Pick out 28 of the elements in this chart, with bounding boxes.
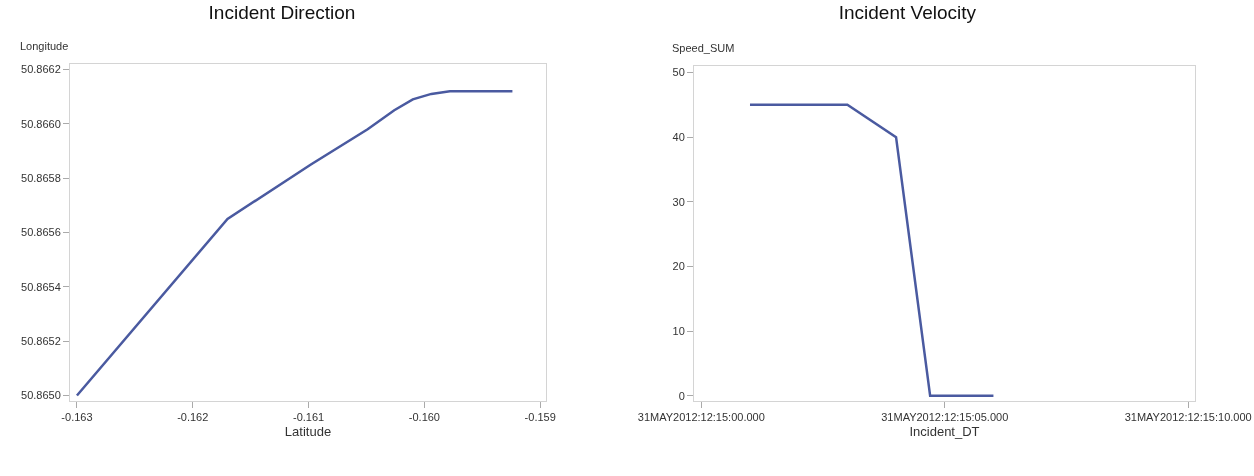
x-tick-label: -0.160	[408, 411, 440, 424]
y-tick-label: 50.8654	[21, 280, 61, 293]
y-tick-label: 10	[672, 325, 685, 337]
y-tick-label: 40	[672, 130, 685, 143]
y-tick-label: 30	[672, 195, 685, 208]
y-axis-title: Speed_SUM	[672, 42, 735, 54]
y-tick-label: 50.8660	[21, 117, 61, 130]
y-tick-label: 50.8658	[21, 172, 61, 184]
line-series	[75, 89, 514, 397]
y-tick-label: 50	[672, 66, 685, 79]
y-tick-label: 50.8652	[21, 335, 61, 348]
chart-title: Incident Direction	[208, 2, 356, 24]
chart-title: Incident Velocity	[838, 2, 977, 24]
y-tick-label: 50.8662	[21, 63, 61, 76]
x-axis-title: Incident_DT	[909, 423, 980, 439]
x-tick-label: 31MAY2012:12:15:10.000	[1124, 411, 1252, 424]
x-axis-title: Latitude	[284, 423, 332, 439]
x-tick-label: -0.163	[61, 411, 93, 424]
x-tick-label: -0.159	[524, 411, 556, 424]
x-tick-label: -0.162	[177, 411, 209, 424]
y-axis-title: Longitude	[20, 40, 69, 52]
y-tick-label: 20	[672, 260, 685, 273]
y-tick-label: 0	[678, 389, 685, 402]
x-tick-label: 31MAY2012:12:15:00.000	[637, 411, 765, 424]
x-tick-label: 31MAY2012:12:15:05.000	[881, 411, 1009, 424]
x-tick-label: -0.161	[292, 411, 325, 424]
y-tick-label: 50.8656	[21, 226, 61, 239]
y-tick-label: 50.8650	[21, 389, 61, 402]
